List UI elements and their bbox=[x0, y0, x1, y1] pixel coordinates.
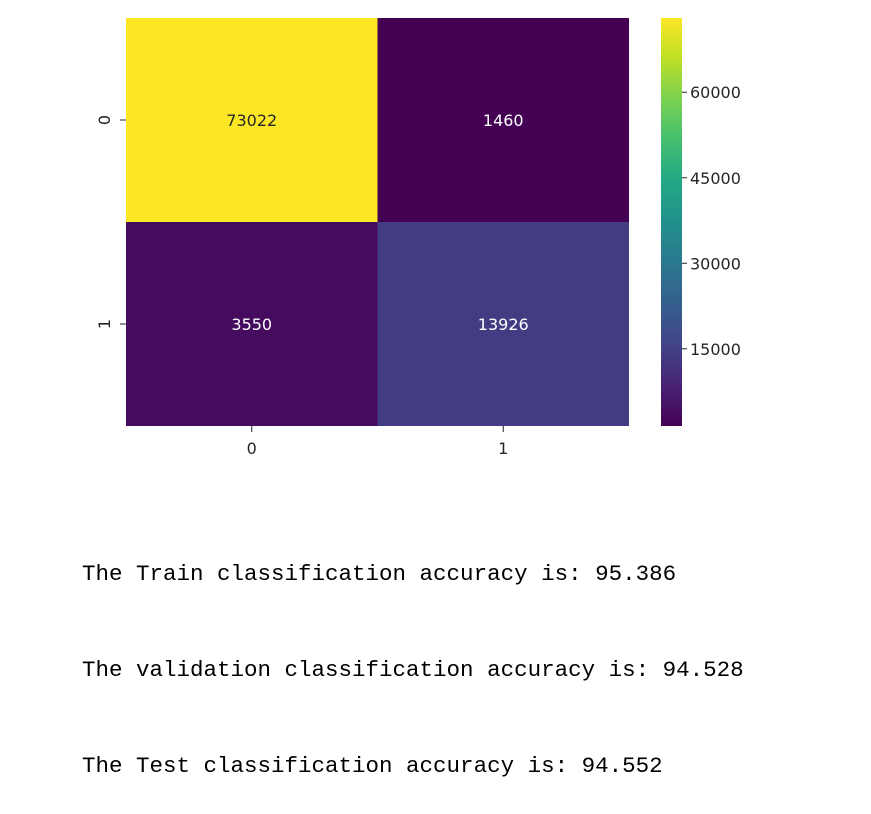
heatmap-cell-label: 1460 bbox=[483, 111, 524, 130]
heatmap-cell-1-1 bbox=[377, 222, 629, 426]
colorbar-tick-label: 45000 bbox=[690, 169, 741, 188]
confusion-matrix-heatmap: 73022 1460 3550 13926 0 1 0 1 15000 30000 45000 6… bbox=[95, 18, 741, 458]
heatmap-cell-label: 3550 bbox=[231, 315, 272, 334]
heatmap-axes: 0 1 0 1 bbox=[95, 115, 508, 458]
heatmap-cell-0-0 bbox=[126, 18, 378, 222]
validation-accuracy-line: The validation classification accuracy i… bbox=[82, 657, 744, 683]
colorbar-tick-label: 60000 bbox=[690, 83, 741, 102]
heatmap-cell-0-1 bbox=[377, 18, 629, 222]
train-accuracy-line: The Train classification accuracy is: 95… bbox=[82, 561, 677, 587]
colorbar-tick-label: 15000 bbox=[690, 340, 741, 359]
colorbar-gradient bbox=[661, 18, 682, 426]
heatmap-cell-label: 73022 bbox=[226, 111, 277, 130]
y-tick-label: 0 bbox=[95, 115, 114, 125]
heatmap-cell-label: 13926 bbox=[478, 315, 529, 334]
x-tick-label: 0 bbox=[247, 439, 257, 458]
colorbar: 15000 30000 45000 60000 bbox=[661, 18, 741, 426]
colorbar-tick-label: 30000 bbox=[690, 254, 741, 273]
heatmap-cells: 73022 1460 3550 13926 bbox=[126, 18, 629, 426]
test-accuracy-line: The Test classification accuracy is: 94.… bbox=[82, 753, 663, 779]
accuracy-output: The Train classification accuracy is: 95… bbox=[82, 494, 744, 814]
y-tick-label: 1 bbox=[95, 319, 114, 329]
heatmap-cell-1-0 bbox=[126, 222, 378, 426]
x-tick-label: 1 bbox=[498, 439, 508, 458]
